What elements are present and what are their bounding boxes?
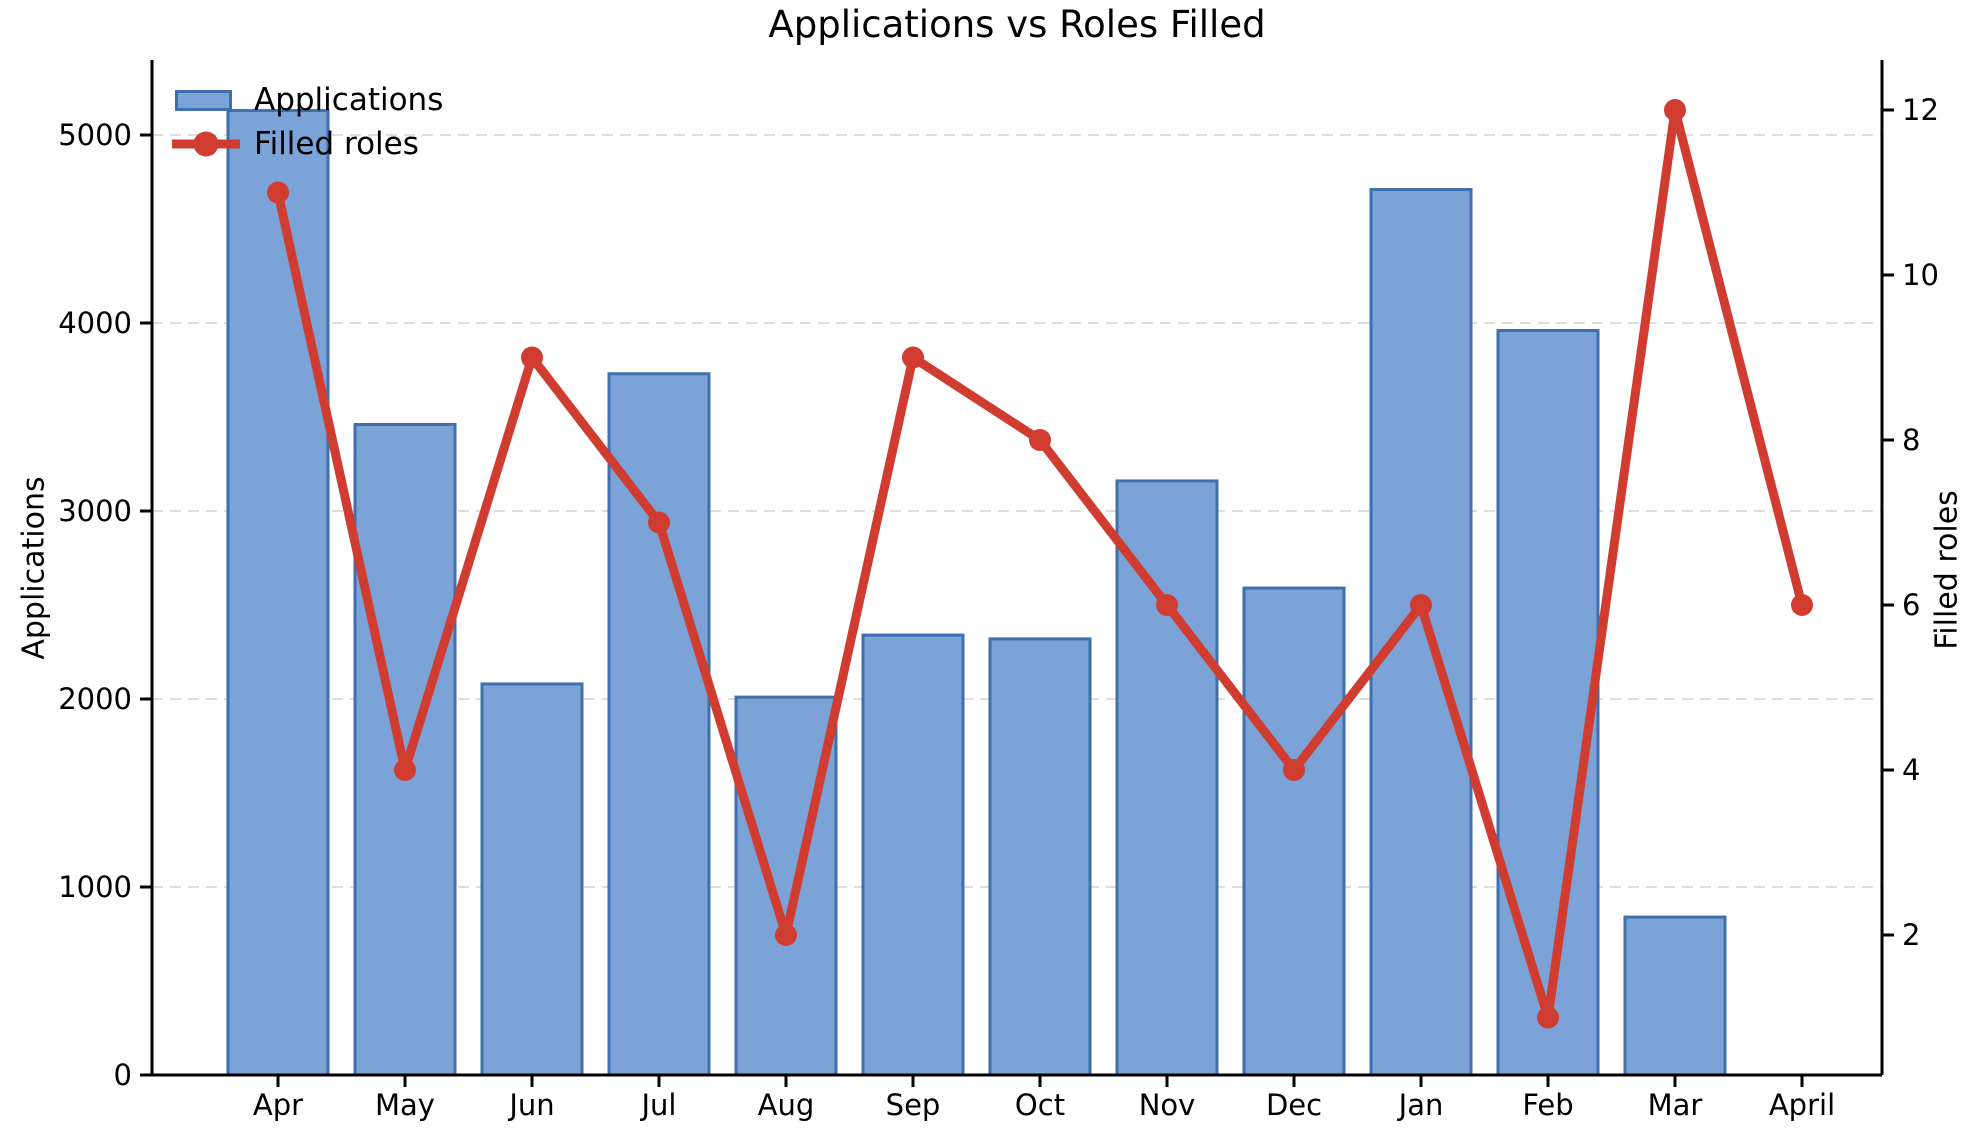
point-may <box>394 759 416 781</box>
tick-label: Sep <box>886 1088 941 1122</box>
point-jul <box>648 511 670 534</box>
point-oct <box>1029 429 1051 451</box>
tick-label: 3000 <box>58 494 132 528</box>
legend-label-filled-roles: Filled roles <box>254 126 419 162</box>
point-jun <box>521 346 543 369</box>
left-axis-label: Applications <box>16 476 52 660</box>
bar-sep <box>861 633 965 1077</box>
tick-label: Jun <box>507 1088 554 1122</box>
point-feb <box>1537 1006 1559 1029</box>
point-dec <box>1283 759 1305 781</box>
legend-item-filled-roles: Filled roles <box>168 122 443 166</box>
tick-label: 0 <box>114 1058 132 1092</box>
tick-label: Aug <box>758 1088 815 1122</box>
bar-oct <box>988 637 1092 1077</box>
legend-item-applications: Applications <box>168 78 443 122</box>
tick-label: 12 <box>1902 93 1939 127</box>
legend-marker-icon <box>193 131 219 157</box>
tick-label: 4 <box>1902 753 1920 787</box>
bar-jan <box>1369 188 1473 1077</box>
point-sep <box>902 346 924 369</box>
point-mar <box>1664 99 1686 121</box>
tick-label: April <box>1769 1088 1835 1122</box>
tick-label: Nov <box>1139 1088 1196 1122</box>
tick-label: 5000 <box>58 118 132 152</box>
bar-nov <box>1115 479 1219 1077</box>
point-jan <box>1410 594 1432 616</box>
tick-label: 2 <box>1902 918 1920 952</box>
legend-label-applications: Applications <box>254 82 444 118</box>
tick-label: May <box>375 1088 435 1122</box>
tick-label: Jul <box>640 1088 677 1122</box>
bar-swatch-cell <box>168 89 254 111</box>
legend: Applications Filled roles <box>168 78 443 166</box>
bar-dec <box>1242 586 1346 1077</box>
point-aug <box>775 924 797 946</box>
point-nov <box>1156 594 1178 616</box>
bar-feb <box>1496 329 1600 1077</box>
tick-label: 4000 <box>58 306 132 340</box>
tick-label: Dec <box>1266 1088 1322 1122</box>
bar-mar <box>1623 915 1727 1077</box>
tick-label: Feb <box>1522 1088 1573 1122</box>
bar-jun <box>480 682 584 1077</box>
right-axis-label: Filled roles <box>1929 490 1965 650</box>
tick-label: 1000 <box>58 870 132 904</box>
tick-label: 10 <box>1902 258 1939 292</box>
bar-aug <box>734 695 838 1077</box>
point-apr <box>267 181 289 204</box>
line-marker-swatch-icon <box>172 131 240 157</box>
bar-apr <box>226 109 330 1077</box>
tick-label: Apr <box>253 1088 303 1122</box>
bar-swatch-icon <box>175 89 232 111</box>
tick-label: 2000 <box>58 682 132 716</box>
point-april <box>1791 594 1813 616</box>
tick-label: 6 <box>1902 588 1920 622</box>
tick-label: Mar <box>1648 1088 1703 1122</box>
line-swatch-cell <box>168 127 254 161</box>
chart-title: Applications vs Roles Filled <box>768 3 1266 46</box>
tick-label: Jan <box>1397 1088 1444 1122</box>
tick-label: 8 <box>1902 423 1920 457</box>
tick-label: Oct <box>1015 1088 1065 1122</box>
